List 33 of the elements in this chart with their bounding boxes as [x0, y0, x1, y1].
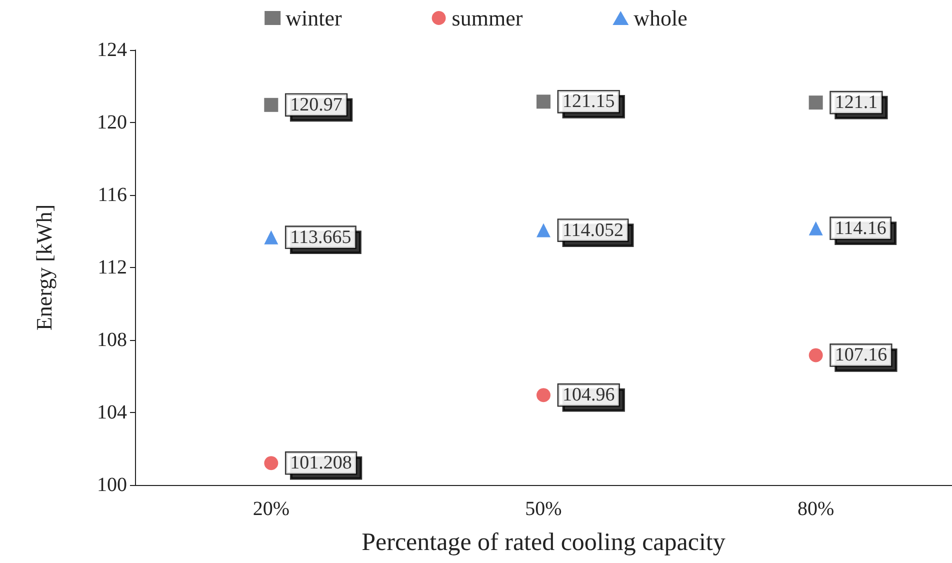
x-axis-title: Percentage of rated cooling capacity — [362, 529, 726, 556]
legend-label: whole — [634, 6, 688, 30]
point — [536, 94, 550, 109]
data-label: 114.052 — [562, 220, 624, 241]
point — [808, 348, 823, 362]
data-label: 114.16 — [834, 218, 886, 239]
data-label: 104.96 — [562, 384, 615, 406]
legend-label: winter — [286, 6, 342, 30]
data-label: 121.15 — [562, 91, 615, 112]
x-tick-label: 20% — [252, 498, 290, 520]
point — [536, 388, 550, 402]
point — [536, 223, 550, 238]
y-tick-label: 108 — [97, 329, 127, 351]
y-tick-label: 120 — [97, 112, 127, 134]
y-tick-label: 100 — [97, 474, 127, 496]
data-label: 121.1 — [834, 92, 878, 114]
y-axis-title: Energy [kWh] — [32, 204, 56, 331]
data-label: 120.97 — [290, 94, 342, 116]
point — [264, 456, 278, 470]
point — [808, 96, 823, 110]
y-tick-label: 112 — [98, 256, 127, 278]
data-label: 101.208 — [290, 452, 352, 474]
y-tick-label: 124 — [97, 39, 127, 61]
x-tick-label: 50% — [525, 498, 562, 520]
data-label: 107.16 — [834, 344, 888, 366]
point — [264, 230, 278, 244]
y-tick-label: 104 — [97, 402, 127, 424]
x-tick-label: 80% — [797, 498, 834, 520]
legend-label: summer — [452, 6, 524, 30]
data-label: 113.665 — [290, 226, 352, 248]
point — [264, 98, 278, 112]
point — [808, 221, 823, 236]
y-tick-label: 116 — [98, 184, 127, 206]
